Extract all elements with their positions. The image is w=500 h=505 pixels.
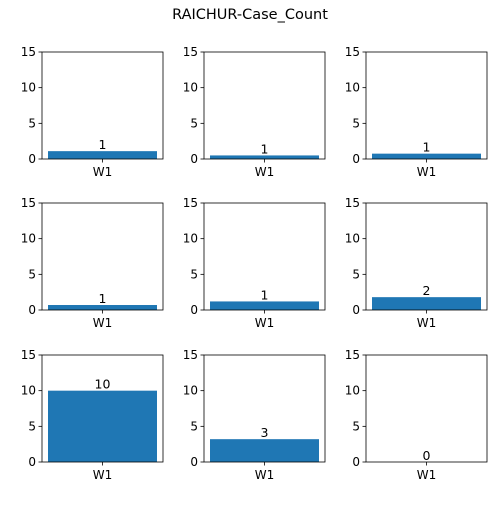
bar: [48, 305, 157, 310]
bar: [372, 297, 481, 310]
y-tick-label: 15: [183, 45, 198, 59]
y-tick-label: 5: [190, 116, 198, 130]
y-tick-label: 0: [190, 152, 198, 166]
subplot-7: 0 5 10 15 W1 10: [21, 348, 164, 482]
chart-title: RAICHUR-Case_Count: [172, 7, 328, 23]
y-tick-label: 15: [345, 348, 360, 362]
data-label: 1: [423, 140, 431, 155]
x-tick-label: W1: [93, 165, 113, 179]
x-tick-label: W1: [93, 468, 113, 482]
data-label: 2: [423, 283, 431, 298]
x-tick-label: W1: [93, 316, 113, 330]
y-tick-label: 10: [345, 81, 360, 95]
data-label: 10: [95, 377, 111, 392]
y-tick-label: 15: [21, 348, 36, 362]
x-tick-label: W1: [255, 468, 275, 482]
x-tick-label: W1: [417, 165, 437, 179]
y-tick-label: 10: [21, 81, 36, 95]
x-tick-label: W1: [255, 316, 275, 330]
y-tick-label: 0: [28, 152, 36, 166]
subplot-5: 0 5 10 15 W1 1: [183, 196, 326, 330]
y-tick-label: 0: [28, 455, 36, 469]
x-tick-label: W1: [417, 316, 437, 330]
bar: [210, 439, 319, 462]
y-tick-label: 5: [28, 116, 36, 130]
y-tick-label: 5: [28, 267, 36, 281]
subplot-2: 0 5 10 15 W1 1: [183, 45, 326, 179]
bar: [48, 151, 157, 159]
data-label: 1: [99, 291, 107, 306]
subplot-4: 0 5 10 15 W1 1: [21, 196, 164, 330]
bar: [210, 155, 319, 159]
y-tick-label: 15: [183, 348, 198, 362]
data-label: 3: [261, 425, 269, 440]
subplot-8: 0 5 10 15 W1 3: [183, 348, 326, 482]
y-tick-label: 15: [21, 196, 36, 210]
y-tick-label: 0: [352, 303, 360, 317]
subplot-9: 0 5 10 15 W1 0: [345, 348, 488, 482]
data-label: 1: [261, 287, 269, 302]
y-tick-label: 5: [352, 267, 360, 281]
bar: [48, 390, 157, 462]
y-tick-label: 10: [345, 384, 360, 398]
bar: [210, 301, 319, 310]
y-tick-label: 10: [21, 384, 36, 398]
subplot-1: 0 5 10 15 W1 1: [21, 45, 164, 179]
subplot-6: 0 5 10 15 W1 2: [345, 196, 488, 330]
data-label: 1: [261, 141, 269, 156]
data-label: 0: [423, 448, 431, 463]
y-tick-label: 5: [28, 419, 36, 433]
bar: [372, 153, 481, 159]
x-tick-label: W1: [255, 165, 275, 179]
y-tick-label: 10: [345, 232, 360, 246]
y-tick-label: 0: [352, 152, 360, 166]
y-tick-label: 10: [21, 232, 36, 246]
data-label: 1: [99, 137, 107, 152]
y-tick-label: 5: [190, 419, 198, 433]
x-tick-label: W1: [417, 468, 437, 482]
y-tick-label: 10: [183, 81, 198, 95]
y-tick-label: 0: [28, 303, 36, 317]
subplot-3: 0 5 10 15 W1 1: [345, 45, 488, 179]
axes-frame: [365, 354, 488, 463]
y-tick-label: 10: [183, 232, 198, 246]
y-tick-label: 15: [21, 45, 36, 59]
y-tick-label: 15: [345, 196, 360, 210]
y-tick-label: 15: [345, 45, 360, 59]
y-tick-label: 15: [183, 196, 198, 210]
y-tick-label: 5: [190, 267, 198, 281]
y-tick-label: 10: [183, 384, 198, 398]
y-tick-label: 0: [190, 303, 198, 317]
y-tick-label: 5: [352, 419, 360, 433]
y-tick-label: 0: [352, 455, 360, 469]
y-tick-label: 0: [190, 455, 198, 469]
y-tick-label: 5: [352, 116, 360, 130]
